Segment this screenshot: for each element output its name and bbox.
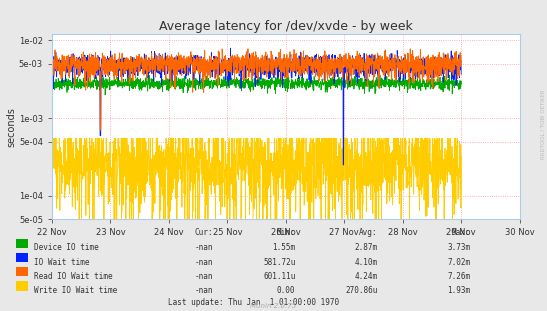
Text: Cur:: Cur: [195,228,213,237]
Text: 581.72u: 581.72u [263,258,295,267]
Text: 4.24m: 4.24m [354,272,377,281]
Text: IO Wait time: IO Wait time [34,258,89,267]
Text: 3.73m: 3.73m [447,243,470,252]
Text: Last update: Thu Jan  1 01:00:00 1970: Last update: Thu Jan 1 01:00:00 1970 [168,298,339,307]
Text: 0.00: 0.00 [277,286,295,295]
Text: Read IO Wait time: Read IO Wait time [34,272,113,281]
Text: Device IO time: Device IO time [34,243,98,252]
Text: 4.10m: 4.10m [354,258,377,267]
Text: -nan: -nan [195,272,213,281]
Text: 7.02m: 7.02m [447,258,470,267]
Text: 1.93m: 1.93m [447,286,470,295]
Text: 601.11u: 601.11u [263,272,295,281]
Text: Munin 2.0.75: Munin 2.0.75 [251,304,296,309]
Text: 2.87m: 2.87m [354,243,377,252]
Text: Max:: Max: [452,228,470,237]
Text: Min:: Min: [277,228,295,237]
Text: RRDTOOL / TOBI OETIKER: RRDTOOL / TOBI OETIKER [541,90,546,159]
Text: -nan: -nan [195,286,213,295]
Text: 1.55m: 1.55m [272,243,295,252]
Text: -nan: -nan [195,258,213,267]
Text: 270.86u: 270.86u [345,286,377,295]
Text: Write IO Wait time: Write IO Wait time [34,286,117,295]
Title: Average latency for /dev/xvde - by week: Average latency for /dev/xvde - by week [159,20,412,33]
Text: Avg:: Avg: [359,228,377,237]
Y-axis label: seconds: seconds [6,107,16,147]
Text: -nan: -nan [195,243,213,252]
Text: 7.26m: 7.26m [447,272,470,281]
